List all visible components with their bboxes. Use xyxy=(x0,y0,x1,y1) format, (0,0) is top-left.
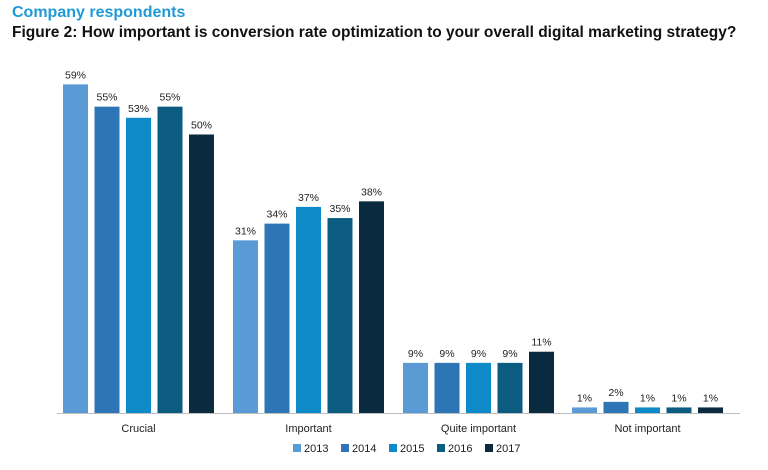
data-label: 1% xyxy=(640,392,655,404)
category-label: Important xyxy=(285,423,331,435)
category-label: Crucial xyxy=(121,423,155,435)
data-label: 50% xyxy=(191,120,212,132)
legend: 2013 2014 2015 2016 2017 xyxy=(293,443,520,455)
bar-crucial-2016 xyxy=(157,106,183,414)
bars-group: 59% 55% 53% 55% 50% 31% 34% 37% 35% 38% 9% 9% 9% 9% 11… xyxy=(63,69,723,414)
legend-swatch-2013 xyxy=(293,444,301,452)
data-label: 9% xyxy=(408,348,423,360)
data-label: 11% xyxy=(531,337,551,349)
data-label: 1% xyxy=(577,392,592,404)
bar-quite-important-2013 xyxy=(403,362,428,413)
legend-label-2017: 2017 xyxy=(496,443,520,455)
data-label: 31% xyxy=(235,225,256,237)
legend-swatch-2016 xyxy=(437,444,445,452)
data-label: 35% xyxy=(329,203,350,215)
bar-not-important-2016 xyxy=(666,407,692,413)
bar-quite-important-2015 xyxy=(466,362,491,413)
bar-crucial-2014 xyxy=(94,106,120,414)
category-label: Quite important xyxy=(441,423,516,435)
data-label: 2% xyxy=(608,387,623,399)
bar-important-2016 xyxy=(327,218,353,413)
legend-label-2013: 2013 xyxy=(304,443,328,455)
bar-important-2015 xyxy=(296,206,321,413)
bar-quite-important-2014 xyxy=(434,362,460,413)
data-label: 53% xyxy=(128,103,149,115)
bar-quite-important-2016 xyxy=(497,362,523,413)
chart-subtitle: Company respondents xyxy=(12,4,186,21)
legend-swatch-2017 xyxy=(485,444,493,452)
data-label: 55% xyxy=(159,92,180,104)
data-label: 1% xyxy=(671,392,686,404)
bar-important-2013 xyxy=(233,240,258,413)
data-label: 34% xyxy=(266,209,287,221)
legend-label-2014: 2014 xyxy=(352,443,376,455)
data-label: 9% xyxy=(439,348,454,360)
chart-title: Figure 2: How important is conversion ra… xyxy=(12,24,737,41)
data-label: 9% xyxy=(502,348,517,360)
bar-important-2014 xyxy=(264,223,290,413)
bar-not-important-2014 xyxy=(603,401,629,413)
data-label: 37% xyxy=(298,192,319,204)
legend-swatch-2014 xyxy=(341,444,349,452)
data-label: 38% xyxy=(361,186,382,198)
data-label: 9% xyxy=(471,348,486,360)
data-label: 55% xyxy=(96,92,117,104)
bar-crucial-2015 xyxy=(126,117,151,413)
data-label: 59% xyxy=(65,69,86,81)
bar-not-important-2015 xyxy=(635,407,660,413)
bar-not-important-2017 xyxy=(698,407,723,413)
category-label: Not important xyxy=(614,423,680,435)
bar-not-important-2013 xyxy=(572,407,597,413)
legend-swatch-2015 xyxy=(389,444,397,452)
legend-label-2015: 2015 xyxy=(400,443,424,455)
bar-crucial-2017 xyxy=(189,134,214,413)
bar-crucial-2013 xyxy=(63,84,88,414)
category-labels: Crucial Important Quite important Not impor… xyxy=(121,423,680,435)
legend-label-2016: 2016 xyxy=(448,443,472,455)
bar-quite-important-2017 xyxy=(529,351,554,413)
bar-important-2017 xyxy=(359,201,384,413)
data-label: 1% xyxy=(703,392,718,404)
